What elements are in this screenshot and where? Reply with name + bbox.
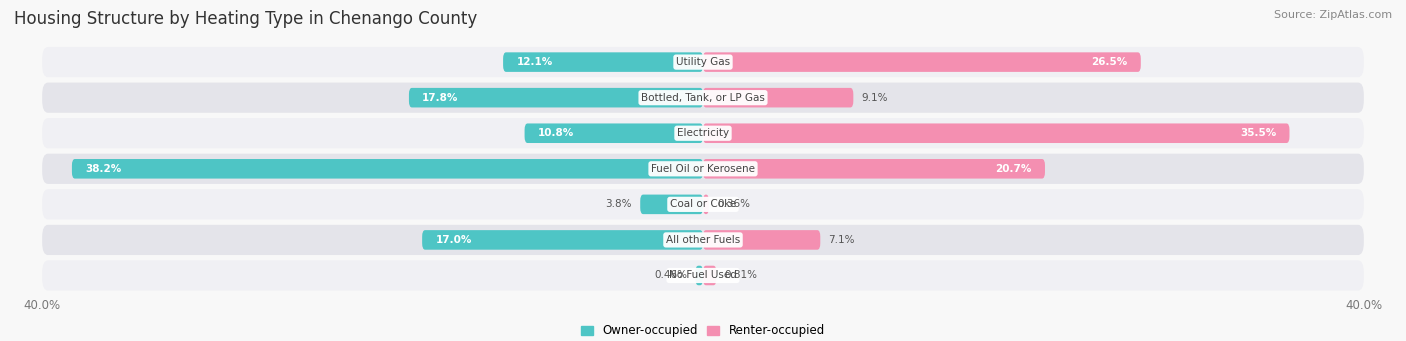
Text: 17.8%: 17.8%	[422, 93, 458, 103]
Text: 38.2%: 38.2%	[86, 164, 121, 174]
FancyBboxPatch shape	[524, 123, 703, 143]
FancyBboxPatch shape	[703, 266, 717, 285]
FancyBboxPatch shape	[409, 88, 703, 107]
FancyBboxPatch shape	[503, 52, 703, 72]
FancyBboxPatch shape	[696, 266, 703, 285]
Text: 0.81%: 0.81%	[724, 270, 758, 281]
FancyBboxPatch shape	[42, 225, 1364, 255]
FancyBboxPatch shape	[640, 195, 703, 214]
Text: All other Fuels: All other Fuels	[666, 235, 740, 245]
FancyBboxPatch shape	[703, 123, 1289, 143]
Text: Bottled, Tank, or LP Gas: Bottled, Tank, or LP Gas	[641, 93, 765, 103]
FancyBboxPatch shape	[42, 118, 1364, 148]
Text: Coal or Coke: Coal or Coke	[669, 199, 737, 209]
FancyBboxPatch shape	[42, 47, 1364, 77]
Text: 26.5%: 26.5%	[1091, 57, 1128, 67]
FancyBboxPatch shape	[42, 189, 1364, 220]
FancyBboxPatch shape	[703, 159, 1045, 179]
Text: 9.1%: 9.1%	[862, 93, 889, 103]
FancyBboxPatch shape	[42, 261, 1364, 291]
FancyBboxPatch shape	[42, 154, 1364, 184]
Text: 10.8%: 10.8%	[537, 128, 574, 138]
Text: 0.46%: 0.46%	[654, 270, 688, 281]
FancyBboxPatch shape	[703, 88, 853, 107]
Text: Electricity: Electricity	[676, 128, 730, 138]
Text: Fuel Oil or Kerosene: Fuel Oil or Kerosene	[651, 164, 755, 174]
Text: Housing Structure by Heating Type in Chenango County: Housing Structure by Heating Type in Che…	[14, 10, 477, 28]
Text: 35.5%: 35.5%	[1240, 128, 1277, 138]
FancyBboxPatch shape	[703, 52, 1140, 72]
Text: 0.36%: 0.36%	[717, 199, 751, 209]
FancyBboxPatch shape	[703, 230, 820, 250]
Legend: Owner-occupied, Renter-occupied: Owner-occupied, Renter-occupied	[576, 320, 830, 341]
FancyBboxPatch shape	[72, 159, 703, 179]
FancyBboxPatch shape	[42, 83, 1364, 113]
Text: 20.7%: 20.7%	[995, 164, 1032, 174]
Text: Utility Gas: Utility Gas	[676, 57, 730, 67]
Text: No Fuel Used: No Fuel Used	[669, 270, 737, 281]
FancyBboxPatch shape	[703, 195, 709, 214]
FancyBboxPatch shape	[422, 230, 703, 250]
Text: 3.8%: 3.8%	[606, 199, 631, 209]
Text: Source: ZipAtlas.com: Source: ZipAtlas.com	[1274, 10, 1392, 20]
Text: 7.1%: 7.1%	[828, 235, 855, 245]
Text: 12.1%: 12.1%	[516, 57, 553, 67]
Text: 17.0%: 17.0%	[436, 235, 472, 245]
